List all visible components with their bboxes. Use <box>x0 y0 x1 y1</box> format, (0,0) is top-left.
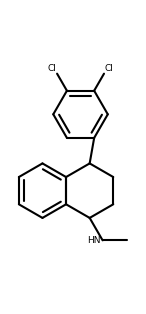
Text: Cl: Cl <box>105 64 114 73</box>
Text: HN: HN <box>88 236 101 245</box>
Text: Cl: Cl <box>47 64 56 73</box>
